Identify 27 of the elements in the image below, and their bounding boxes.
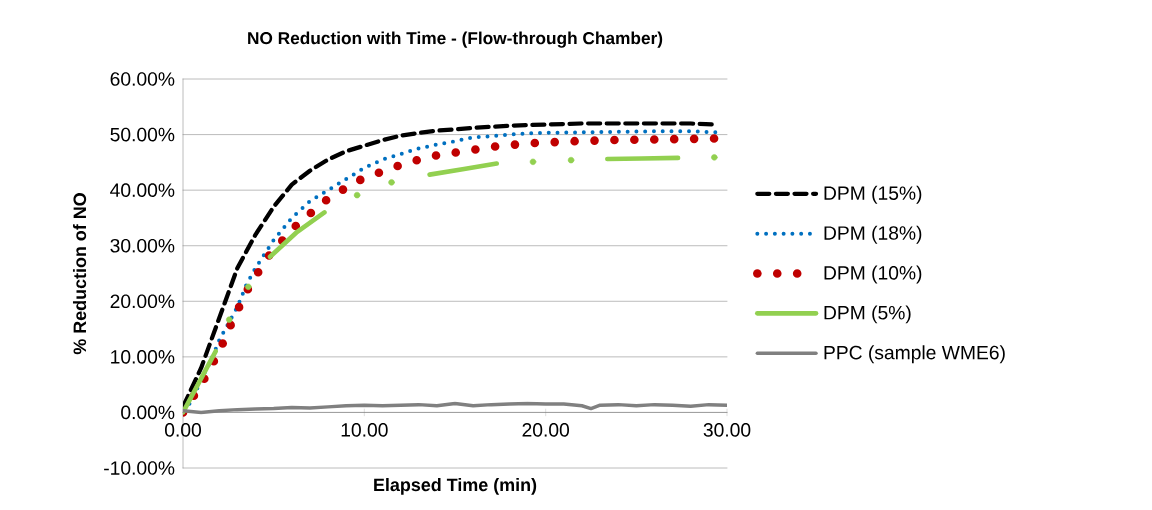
y-tick-label: 50.00%: [110, 127, 175, 142]
y-tick-label: 60.00%: [110, 72, 175, 86]
x-tick-label: 30.00: [703, 423, 751, 437]
point: [388, 179, 395, 186]
legend-label: PPC (sample WME6): [824, 345, 1005, 364]
legend-label: DPM (5%): [824, 305, 911, 324]
point: [711, 154, 718, 161]
point: [353, 191, 361, 199]
y-tick-label: 30.00%: [110, 238, 175, 253]
y-tick-label: -10.00%: [104, 461, 175, 475]
y-axis-title: % Reduction of NO: [72, 193, 87, 355]
x-axis-title: Elapsed Time (min): [374, 478, 537, 495]
x-tick-label: 20.00: [522, 423, 570, 437]
x-tick-label: 10.00: [341, 423, 388, 437]
legend-label: DPM (18%): [824, 225, 922, 244]
x-tick-label: 0.00: [165, 423, 201, 437]
point: [567, 156, 575, 164]
point: [245, 283, 252, 291]
y-tick-label: 10.00%: [111, 350, 175, 364]
point: [226, 316, 233, 323]
y-tick-label: 0.00%: [121, 405, 175, 420]
y-tick-label: 40.00%: [110, 183, 175, 197]
point: [529, 158, 537, 165]
legend-label: DPM (10%): [824, 265, 922, 284]
y-tick-label: 20.00%: [110, 294, 175, 309]
legend-label: DPM (15%): [824, 185, 922, 204]
chart-title: NO Reduction with Time - (Flow-through Chamber): [248, 31, 663, 48]
